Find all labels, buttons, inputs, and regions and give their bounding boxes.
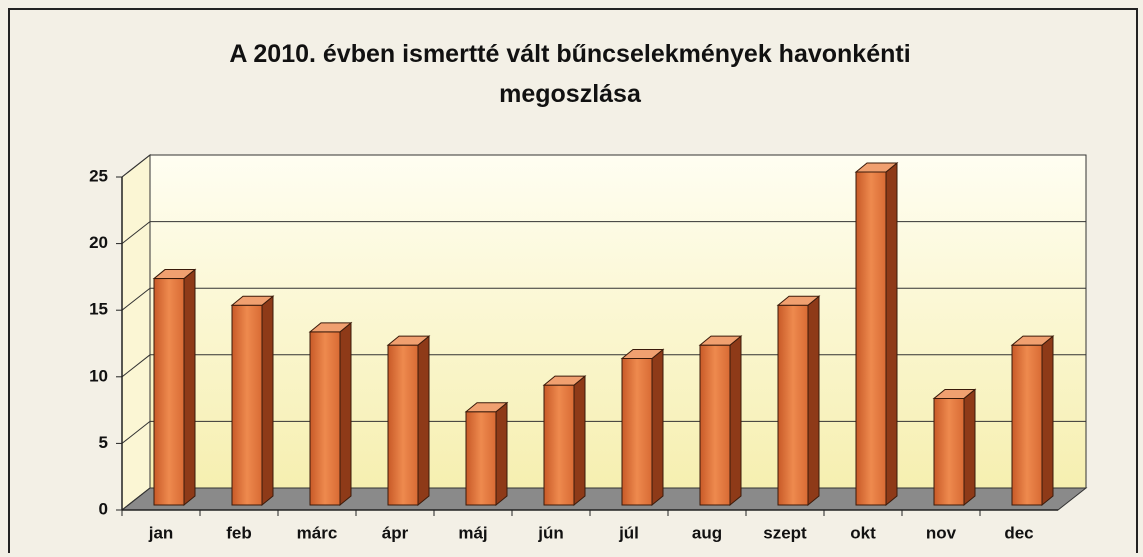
bar-top	[230, 295, 275, 306]
bar-front	[933, 397, 965, 506]
x-tick-label: nov	[926, 523, 957, 542]
bar-front	[699, 344, 731, 506]
bar-front	[855, 171, 887, 506]
grid-line	[121, 354, 1086, 378]
bar-top	[776, 295, 821, 306]
grid-line	[121, 420, 1086, 444]
x-tick-label: feb	[226, 523, 252, 542]
grid-line	[121, 154, 1086, 178]
bar-top	[386, 335, 431, 346]
bar-side	[963, 388, 976, 507]
x-tick-label: szept	[763, 523, 807, 542]
x-tick-label: ápr	[382, 523, 409, 542]
bar-front	[153, 278, 185, 506]
y-tick-label: 5	[99, 433, 108, 452]
grid-line	[121, 487, 1086, 511]
y-tick-label: 0	[99, 499, 108, 518]
bar-side	[807, 295, 820, 507]
bar-side	[183, 268, 196, 507]
grid-line	[121, 287, 1086, 311]
y-tick-label: 15	[89, 300, 108, 319]
grid-line	[121, 221, 1086, 244]
x-tick-label: jan	[148, 523, 174, 542]
bar-top	[698, 335, 743, 346]
bar-top	[542, 375, 587, 386]
x-tick-label: dec	[1004, 523, 1033, 542]
bar-top	[620, 348, 665, 359]
bar-side	[651, 348, 664, 507]
side-wall	[121, 153, 151, 512]
x-tick-label: jún	[537, 523, 564, 542]
bar-front	[465, 411, 497, 506]
bar-front	[777, 304, 809, 506]
y-tick-label: 20	[89, 233, 108, 252]
bar-top	[464, 402, 509, 413]
bar-side	[885, 161, 898, 507]
bar-side	[339, 321, 352, 507]
bar-front	[309, 331, 341, 506]
bar-side	[417, 335, 430, 507]
bar-front	[1011, 344, 1043, 506]
bar-side	[573, 375, 586, 507]
x-tick-label: márc	[297, 523, 338, 542]
chart-frame	[8, 8, 1138, 553]
bar-front	[621, 357, 653, 506]
bar-side	[495, 401, 508, 507]
x-tick-label: okt	[850, 523, 876, 542]
bar-side	[729, 335, 742, 507]
x-tick-label: máj	[458, 523, 487, 542]
bar-top	[308, 322, 353, 333]
x-tick-label: júl	[618, 523, 639, 542]
x-tick-label: aug	[692, 523, 722, 542]
y-tick-label: 25	[89, 166, 108, 185]
bar-front	[387, 344, 419, 506]
bar-side	[261, 295, 274, 507]
bar-front	[543, 384, 575, 506]
bar-top	[1010, 335, 1055, 346]
bar-side	[1041, 335, 1054, 507]
bar-top	[152, 269, 197, 280]
bar-front	[231, 304, 263, 506]
bar-top	[854, 162, 899, 173]
bar-top	[932, 388, 977, 399]
chart-title: A 2010. évben ismertté vált bűncselekmén…	[229, 40, 911, 108]
y-tick-label: 10	[89, 366, 108, 385]
